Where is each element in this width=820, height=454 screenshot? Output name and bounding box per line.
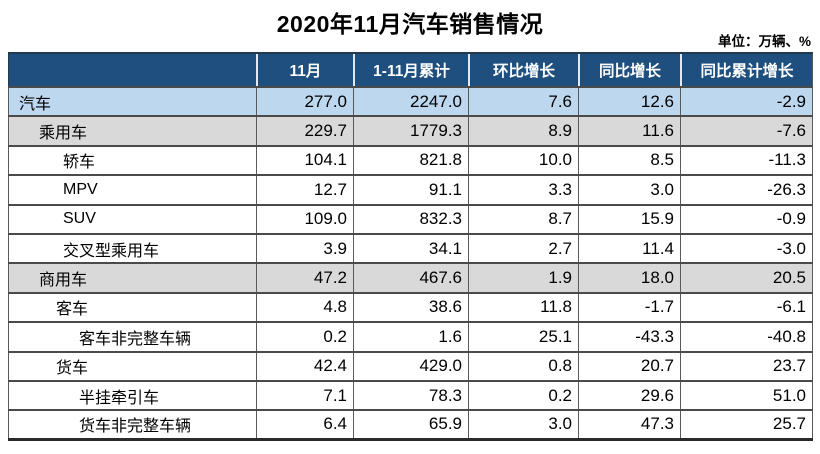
value-cell: -26.3 (680, 176, 813, 204)
value-cell: -7.6 (680, 117, 813, 145)
row-label: 货车 (8, 352, 256, 380)
value-cell: 7.1 (256, 381, 353, 410)
value-cell: 65.9 (353, 411, 468, 438)
header-cell: 1-11月累计 (353, 54, 468, 86)
value-cell: 18.0 (578, 264, 680, 292)
value-cell: 0.8 (468, 352, 578, 380)
value-cell: 12.6 (578, 88, 680, 116)
table-row: 货车非完整车辆 6.4 65.9 3.0 47.3 25.7 (8, 411, 813, 441)
value-cell: 467.6 (353, 264, 468, 292)
value-cell: 20.7 (578, 352, 680, 380)
value-cell: 0.2 (256, 323, 353, 351)
table-row: 半挂牵引车 7.1 78.3 0.2 29.6 51.0 (8, 381, 813, 412)
table-row: 商用车 47.2 467.6 1.9 18.0 20.5 (8, 264, 813, 294)
row-label: 客车非完整车辆 (8, 323, 256, 351)
value-cell: 91.1 (353, 176, 468, 204)
value-cell: 25.1 (468, 323, 578, 351)
value-cell: 6.4 (256, 411, 353, 438)
table-row: 交叉型乘用车 3.9 34.1 2.7 11.4 -3.0 (8, 234, 813, 265)
value-cell: 47.2 (256, 264, 353, 292)
value-cell: 104.1 (256, 146, 353, 175)
value-cell: 34.1 (353, 234, 468, 263)
value-cell: 11.4 (578, 234, 680, 263)
value-cell: 2247.0 (353, 88, 468, 116)
table-row: 客车非完整车辆 0.2 1.6 25.1 -43.3 -40.8 (8, 323, 813, 353)
value-cell: 832.3 (353, 205, 468, 233)
value-cell: 10.0 (468, 146, 578, 175)
header-cell: 11月 (256, 54, 353, 86)
table-row: 轿车 104.1 821.8 10.0 8.5 -11.3 (8, 146, 813, 177)
value-cell: 0.2 (468, 381, 578, 410)
value-cell: 15.9 (578, 205, 680, 233)
row-label: 汽车 (8, 88, 256, 116)
value-cell: 3.3 (468, 176, 578, 204)
value-cell: 1.6 (353, 323, 468, 351)
value-cell: 429.0 (353, 352, 468, 380)
row-label: 乘用车 (8, 117, 256, 145)
value-cell: -43.3 (578, 323, 680, 351)
row-label: 轿车 (8, 146, 256, 175)
value-cell: 3.0 (578, 176, 680, 204)
value-cell: 1779.3 (353, 117, 468, 145)
value-cell: 23.7 (680, 352, 813, 380)
value-cell: -0.9 (680, 205, 813, 233)
value-cell: 2.7 (468, 234, 578, 263)
value-cell: -6.1 (680, 293, 813, 322)
value-cell: 38.6 (353, 293, 468, 322)
table-row: 货车 42.4 429.0 0.8 20.7 23.7 (8, 352, 813, 382)
value-cell: 4.8 (256, 293, 353, 322)
value-cell: 29.6 (578, 381, 680, 410)
value-cell: 42.4 (256, 352, 353, 380)
header-cell: 同比增长 (578, 54, 680, 86)
table-header-row: 11月 1-11月累计 环比增长 同比增长 同比累计增长 (8, 52, 813, 88)
header-cell: 环比增长 (468, 54, 578, 86)
value-cell: 8.9 (468, 117, 578, 145)
header-cell: 同比累计增长 (680, 54, 813, 86)
value-cell: -2.9 (680, 88, 813, 116)
value-cell: -1.7 (578, 293, 680, 322)
row-label: 商用车 (8, 264, 256, 292)
value-cell: 11.8 (468, 293, 578, 322)
row-label: 半挂牵引车 (8, 381, 256, 410)
value-cell: -3.0 (680, 234, 813, 263)
table-row: 客车 4.8 38.6 11.8 -1.7 -6.1 (8, 293, 813, 324)
value-cell: 3.0 (468, 411, 578, 438)
unit-label: 单位：万辆、% (717, 34, 811, 49)
value-cell: 229.7 (256, 117, 353, 145)
value-cell: -11.3 (680, 146, 813, 175)
value-cell: 109.0 (256, 205, 353, 233)
value-cell: 47.3 (578, 411, 680, 438)
value-cell: 277.0 (256, 88, 353, 116)
table-body: 汽车 277.0 2247.0 7.6 12.6 -2.9 乘用车 229.7 1779.3 8.… (8, 88, 813, 441)
value-cell: 1.9 (468, 264, 578, 292)
table-row: SUV 109.0 832.3 8.7 15.9 -0.9 (8, 205, 813, 235)
page-title: 2020年11月汽车销售情况 (276, 11, 544, 37)
table-row: 汽车 277.0 2247.0 7.6 12.6 -2.9 (8, 88, 813, 118)
row-label: 货车非完整车辆 (8, 411, 256, 438)
row-label: 交叉型乘用车 (8, 234, 256, 263)
value-cell: -40.8 (680, 323, 813, 351)
row-label: 客车 (8, 293, 256, 322)
value-cell: 25.7 (680, 411, 813, 438)
row-label: MPV (8, 176, 256, 204)
value-cell: 11.6 (578, 117, 680, 145)
value-cell: 3.9 (256, 234, 353, 263)
sales-table: 11月 1-11月累计 环比增长 同比增长 同比累计增长 汽车 277.0 2247.0 7.… (8, 52, 813, 441)
value-cell: 51.0 (680, 381, 813, 410)
value-cell: 8.5 (578, 146, 680, 175)
header-category-cell (8, 54, 256, 86)
value-cell: 821.8 (353, 146, 468, 175)
value-cell: 12.7 (256, 176, 353, 204)
table-row: MPV 12.7 91.1 3.3 3.0 -26.3 (8, 176, 813, 206)
value-cell: 78.3 (353, 381, 468, 410)
row-label: SUV (8, 205, 256, 233)
value-cell: 20.5 (680, 264, 813, 292)
table-row: 乘用车 229.7 1779.3 8.9 11.6 -7.6 (8, 117, 813, 147)
value-cell: 8.7 (468, 205, 578, 233)
value-cell: 7.6 (468, 88, 578, 116)
